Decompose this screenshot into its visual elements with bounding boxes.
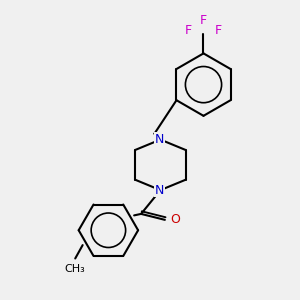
Text: CH₃: CH₃ — [65, 264, 85, 274]
Text: F: F — [185, 24, 192, 37]
Text: F: F — [215, 24, 222, 37]
Text: O: O — [170, 213, 180, 226]
Text: F: F — [200, 14, 207, 27]
Text: N: N — [155, 184, 164, 196]
Text: N: N — [155, 133, 164, 146]
